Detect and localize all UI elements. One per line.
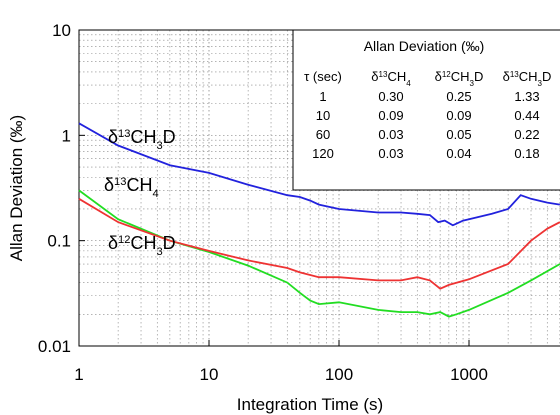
series-label: δ13CH4	[104, 175, 159, 200]
series-lines	[78, 122, 560, 318]
table-title: Allan Deviation (‰)	[364, 38, 485, 54]
table-cell: 0.05	[446, 127, 471, 142]
table-cell: 0.44	[514, 108, 539, 123]
table-cell: 120	[312, 146, 334, 161]
table-cell: 1	[319, 89, 326, 104]
series-line	[78, 198, 560, 290]
series-label: δ12CH3D	[108, 233, 176, 258]
table-cell: 10	[316, 108, 330, 123]
y-axis-title: Allan Deviation (‰)	[7, 115, 26, 261]
table-cell: 0.30	[378, 89, 403, 104]
x-tick-label: 100	[325, 365, 353, 384]
table-cell: 1.33	[514, 89, 539, 104]
x-tick-label: 1000	[450, 365, 488, 384]
table-cell: 0.25	[446, 89, 471, 104]
table-cell: 0.09	[378, 108, 403, 123]
table-header-cell: δ13CH3D	[503, 69, 552, 88]
table-cell: 0.22	[514, 127, 539, 142]
y-tick-label: 1	[62, 126, 71, 145]
table-header-cell: δ12CH3D	[435, 69, 484, 88]
series-labels: δ13CH3D δ13CH4 δ12CH3D	[104, 127, 176, 258]
series-label: δ13CH3D	[108, 127, 176, 152]
table-cell: 0.09	[446, 108, 471, 123]
axis-ticks: 1 10 100 1000 10 1 0.1 0.01	[38, 21, 488, 384]
x-tick-label: 1	[74, 365, 83, 384]
x-tick-label: 10	[200, 365, 219, 384]
table-header-cell: δ13CH4	[371, 69, 411, 88]
table-box	[292, 29, 560, 191]
table-cell: 0.03	[378, 127, 403, 142]
x-axis-title: Integration Time (s)	[237, 395, 383, 414]
series-line	[78, 122, 560, 227]
y-tick-label: 10	[52, 21, 71, 40]
allan-deviation-table: Allan Deviation (‰) τ (sec) δ13CH4 δ12CH3D δ…	[292, 29, 560, 191]
table-cell: 0.03	[378, 146, 403, 161]
series-line	[78, 189, 560, 318]
table-cell: 60	[316, 127, 330, 142]
table-cell: 0.04	[446, 146, 471, 161]
y-tick-label: 0.01	[38, 337, 71, 356]
table-header-cell: τ (sec)	[304, 69, 342, 84]
y-tick-label: 0.1	[47, 232, 71, 251]
table-cell: 0.18	[514, 146, 539, 161]
